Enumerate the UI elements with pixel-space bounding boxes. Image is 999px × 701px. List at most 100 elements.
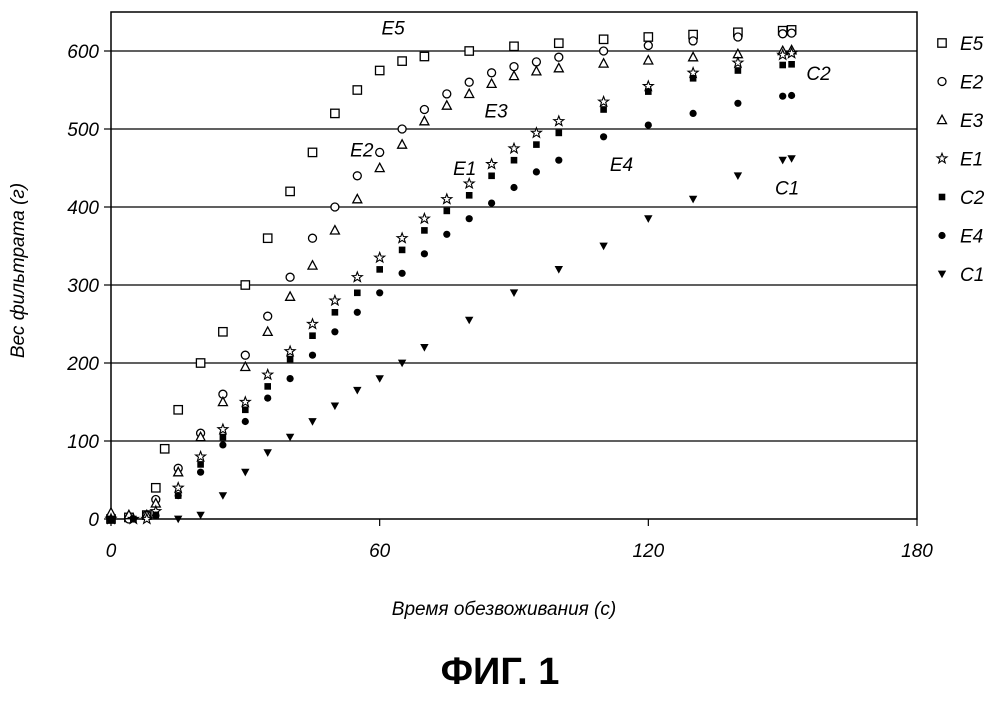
data-point [241,351,249,359]
series-annotation: E1 [453,159,476,180]
data-point [465,47,473,55]
data-point [419,214,429,224]
data-point [331,403,339,411]
data-point [644,33,652,41]
data-point [555,157,562,164]
series-c2 [108,61,795,522]
series-annotation: C1 [775,179,799,200]
data-point [734,33,742,41]
data-point [644,215,652,223]
data-point [689,52,698,60]
data-point [398,125,406,133]
data-point [487,159,497,169]
data-point [487,79,496,87]
data-point [510,184,517,191]
data-point [555,39,563,47]
data-point [788,61,795,68]
legend-entry-e5: E5 [938,34,984,55]
data-point [175,492,182,499]
data-point [420,116,429,124]
data-point [465,89,474,97]
data-point [219,492,227,500]
data-point [398,57,406,65]
data-point [264,395,271,402]
data-point [218,397,227,405]
data-point [197,469,204,476]
data-point [286,434,294,442]
legend-entry-c2: C2 [939,188,985,209]
series-annotation: E4 [610,155,633,176]
data-point [599,59,608,67]
series-annotation: C2 [806,64,831,85]
series-e2 [107,29,796,523]
data-point [442,101,451,109]
data-point [399,247,406,254]
data-point [330,295,340,305]
data-point [308,148,316,156]
legend: E5E2E3E1C2E4C1 [937,34,985,286]
data-point [332,309,339,316]
data-point [488,173,495,180]
data-point [488,69,496,77]
data-point [733,58,743,68]
data-point [196,451,206,461]
gridlines [111,51,917,441]
data-point [465,317,473,325]
legend-marker [937,153,947,163]
y-tick-label: 400 [67,198,99,219]
data-point [309,234,317,242]
y-tick-label: 600 [67,42,99,63]
data-point [220,434,227,441]
data-point [443,231,450,238]
data-point [398,140,407,148]
data-point [645,122,652,129]
series-e1 [106,48,797,523]
data-point [242,418,249,425]
data-point [330,226,339,234]
data-point [376,266,383,273]
data-point [173,483,183,493]
data-point [353,387,361,395]
y-tick-label: 200 [66,354,99,375]
data-point [645,88,652,95]
data-point [465,78,473,86]
data-point [690,110,697,117]
data-point [420,106,428,114]
data-point [286,273,294,281]
plot-frame [111,12,917,519]
data-point [174,406,182,414]
data-point [308,261,317,269]
data-point [779,93,786,100]
data-point [509,143,519,153]
data-point [353,86,361,94]
series-annotation: E5 [381,19,405,40]
data-point [779,157,787,165]
data-point [689,37,697,45]
data-point [510,71,519,79]
data-point [734,172,742,180]
data-point [219,441,226,448]
figure-caption: ФИГ. 1 [441,651,560,693]
y-tick-label: 0 [88,510,99,531]
data-point [197,461,204,468]
data-point [788,92,795,99]
data-point [241,281,249,289]
legend-label: E1 [960,150,983,171]
legend-label: E5 [960,34,984,55]
data-point [488,200,495,207]
data-point [420,52,428,60]
x-tick-label: 0 [106,541,117,562]
data-point [331,203,339,211]
data-point [375,253,385,262]
data-point [787,48,797,58]
data-point [376,289,383,296]
data-point [787,155,795,163]
data-point [242,407,249,414]
y-tick-label: 500 [67,120,99,141]
series-e5 [107,26,796,524]
data-point [599,97,609,107]
data-point [287,375,294,382]
legend-entry-e4: E4 [938,227,983,248]
data-point [309,352,316,359]
